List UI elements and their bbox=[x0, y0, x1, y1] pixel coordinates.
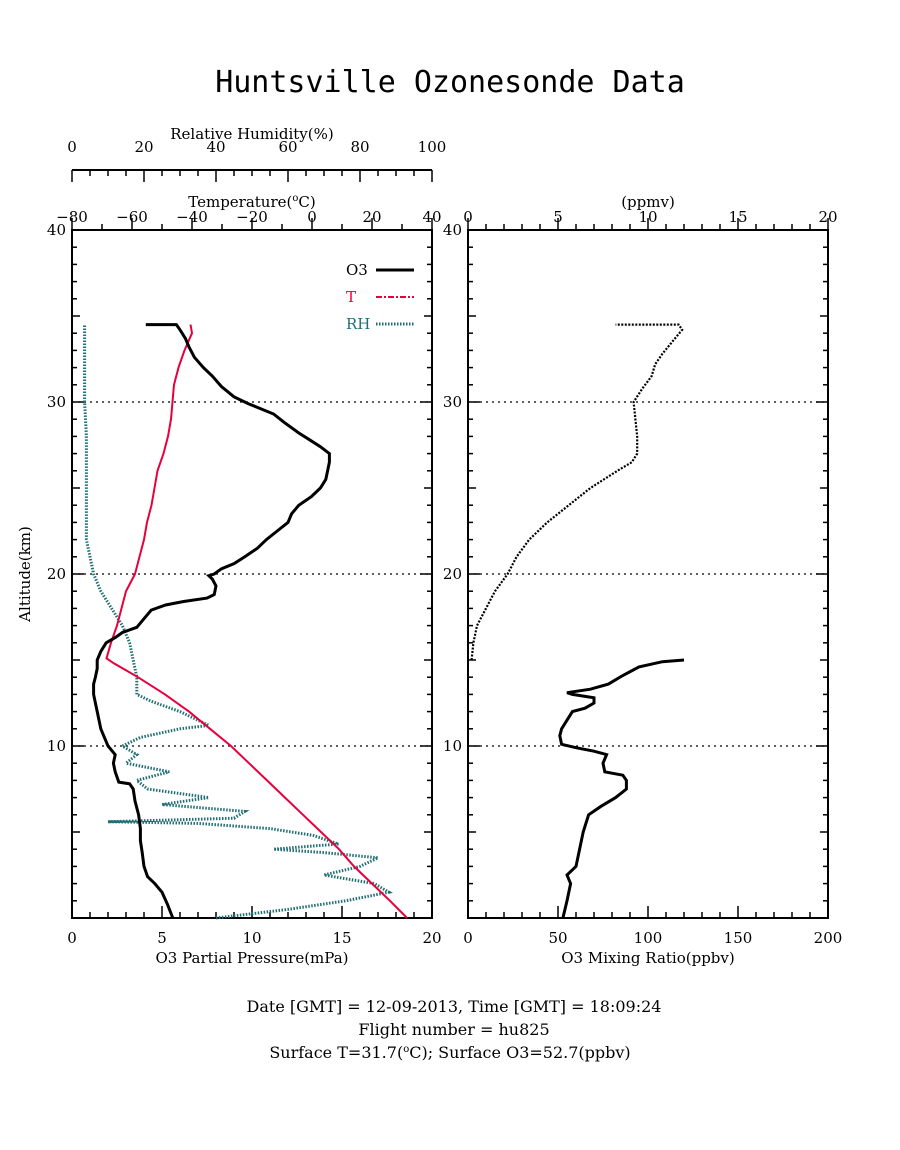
rh-x-tick-label: 20 bbox=[134, 138, 153, 156]
series-mixing-ratio-stratosphere-line bbox=[470, 323, 684, 661]
left-series bbox=[83, 323, 408, 920]
o3-partial-pressure-axis-label: O3 Partial Pressure(mPa) bbox=[155, 949, 348, 967]
chart-title: Huntsville Ozonesonde Data bbox=[215, 65, 685, 100]
ppmv-x-tick-label: 20 bbox=[818, 208, 837, 226]
ppmv-x-tick-label: 0 bbox=[463, 208, 473, 226]
legend-label-o3: O3 bbox=[346, 261, 368, 279]
series-t-line bbox=[105, 324, 408, 919]
o3-x-tick-label: 0 bbox=[67, 929, 77, 947]
y-tick-label: 40 bbox=[443, 221, 462, 239]
temperature-x-tick-label: −20 bbox=[236, 208, 268, 226]
rh-x-tick-label: 100 bbox=[418, 138, 447, 156]
temperature-axis-label: Temperature(oC) bbox=[188, 193, 316, 211]
y-tick-label: 30 bbox=[47, 393, 66, 411]
y-tick-label: 10 bbox=[47, 737, 66, 755]
legend: O3 T RH bbox=[346, 261, 414, 333]
ppbv-x-tick-label: 200 bbox=[814, 929, 843, 947]
y-tick-label: 20 bbox=[47, 565, 66, 583]
series-mixing-ratio-troposphere-line bbox=[558, 658, 685, 919]
series-o3-line bbox=[92, 323, 331, 919]
right-series bbox=[470, 323, 685, 919]
rh-axis-label: Relative Humidity(%) bbox=[170, 125, 333, 143]
temperature-x-tick-label: 0 bbox=[307, 208, 317, 226]
ppbv-x-tick-label: 100 bbox=[634, 929, 663, 947]
rh-x-tick-label: 40 bbox=[206, 138, 225, 156]
temperature-x-tick-label: −80 bbox=[56, 208, 88, 226]
ppbv-x-tick-label: 50 bbox=[548, 929, 567, 947]
temperature-x-tick-label: 40 bbox=[422, 208, 441, 226]
left-ticks: 10 20 30 40 0 5 10 15 20 −80 −60 −40 −20 0 20 40 0 20 40 60… bbox=[47, 138, 446, 947]
rh-x-tick-label: 0 bbox=[67, 138, 77, 156]
rh-x-tick-label: 60 bbox=[278, 138, 297, 156]
temperature-x-tick-label: −40 bbox=[176, 208, 208, 226]
o3-x-tick-label: 20 bbox=[422, 929, 441, 947]
right-gridlines bbox=[468, 401, 828, 747]
y-tick-label: 20 bbox=[443, 565, 462, 583]
mixing-ratio-axis-label: O3 Mixing Ratio(ppbv) bbox=[561, 949, 734, 967]
left-panel: 10 20 30 40 0 5 10 15 20 −80 −60 −40 −20 0 20 40 0 20 40 60… bbox=[16, 125, 446, 967]
o3-x-tick-label: 15 bbox=[332, 929, 351, 947]
y-tick-label: 40 bbox=[47, 221, 66, 239]
temperature-x-tick-label: 20 bbox=[362, 208, 381, 226]
footer-date-time: Date [GMT] = 12-09-2013, Time [GMT] = 18… bbox=[247, 997, 662, 1016]
ppmv-x-tick-label: 15 bbox=[728, 208, 747, 226]
o3-x-tick-label: 5 bbox=[157, 929, 167, 947]
legend-label-rh: RH bbox=[346, 315, 370, 333]
ppmv-x-tick-label: 5 bbox=[553, 208, 563, 226]
y-tick-label: 30 bbox=[443, 393, 462, 411]
ppbv-x-tick-label: 150 bbox=[724, 929, 753, 947]
left-gridlines bbox=[72, 401, 432, 747]
ppbv-x-tick-label: 0 bbox=[463, 929, 473, 947]
ppmv-axis-label: (ppmv) bbox=[621, 193, 675, 211]
altitude-axis-label: Altitude(km) bbox=[16, 526, 34, 623]
legend-label-t: T bbox=[346, 288, 356, 306]
ppmv-x-tick-label: 10 bbox=[638, 208, 657, 226]
footer-surface-values: Surface T=31.7(oC); Surface O3=52.7(ppbv… bbox=[269, 1043, 630, 1062]
y-tick-label: 10 bbox=[443, 737, 462, 755]
rh-x-tick-label: 80 bbox=[350, 138, 369, 156]
temperature-x-tick-label: −60 bbox=[116, 208, 148, 226]
series-rh-line bbox=[83, 324, 393, 920]
footer-flight-number: Flight number = hu825 bbox=[358, 1020, 549, 1039]
o3-x-tick-label: 10 bbox=[242, 929, 261, 947]
